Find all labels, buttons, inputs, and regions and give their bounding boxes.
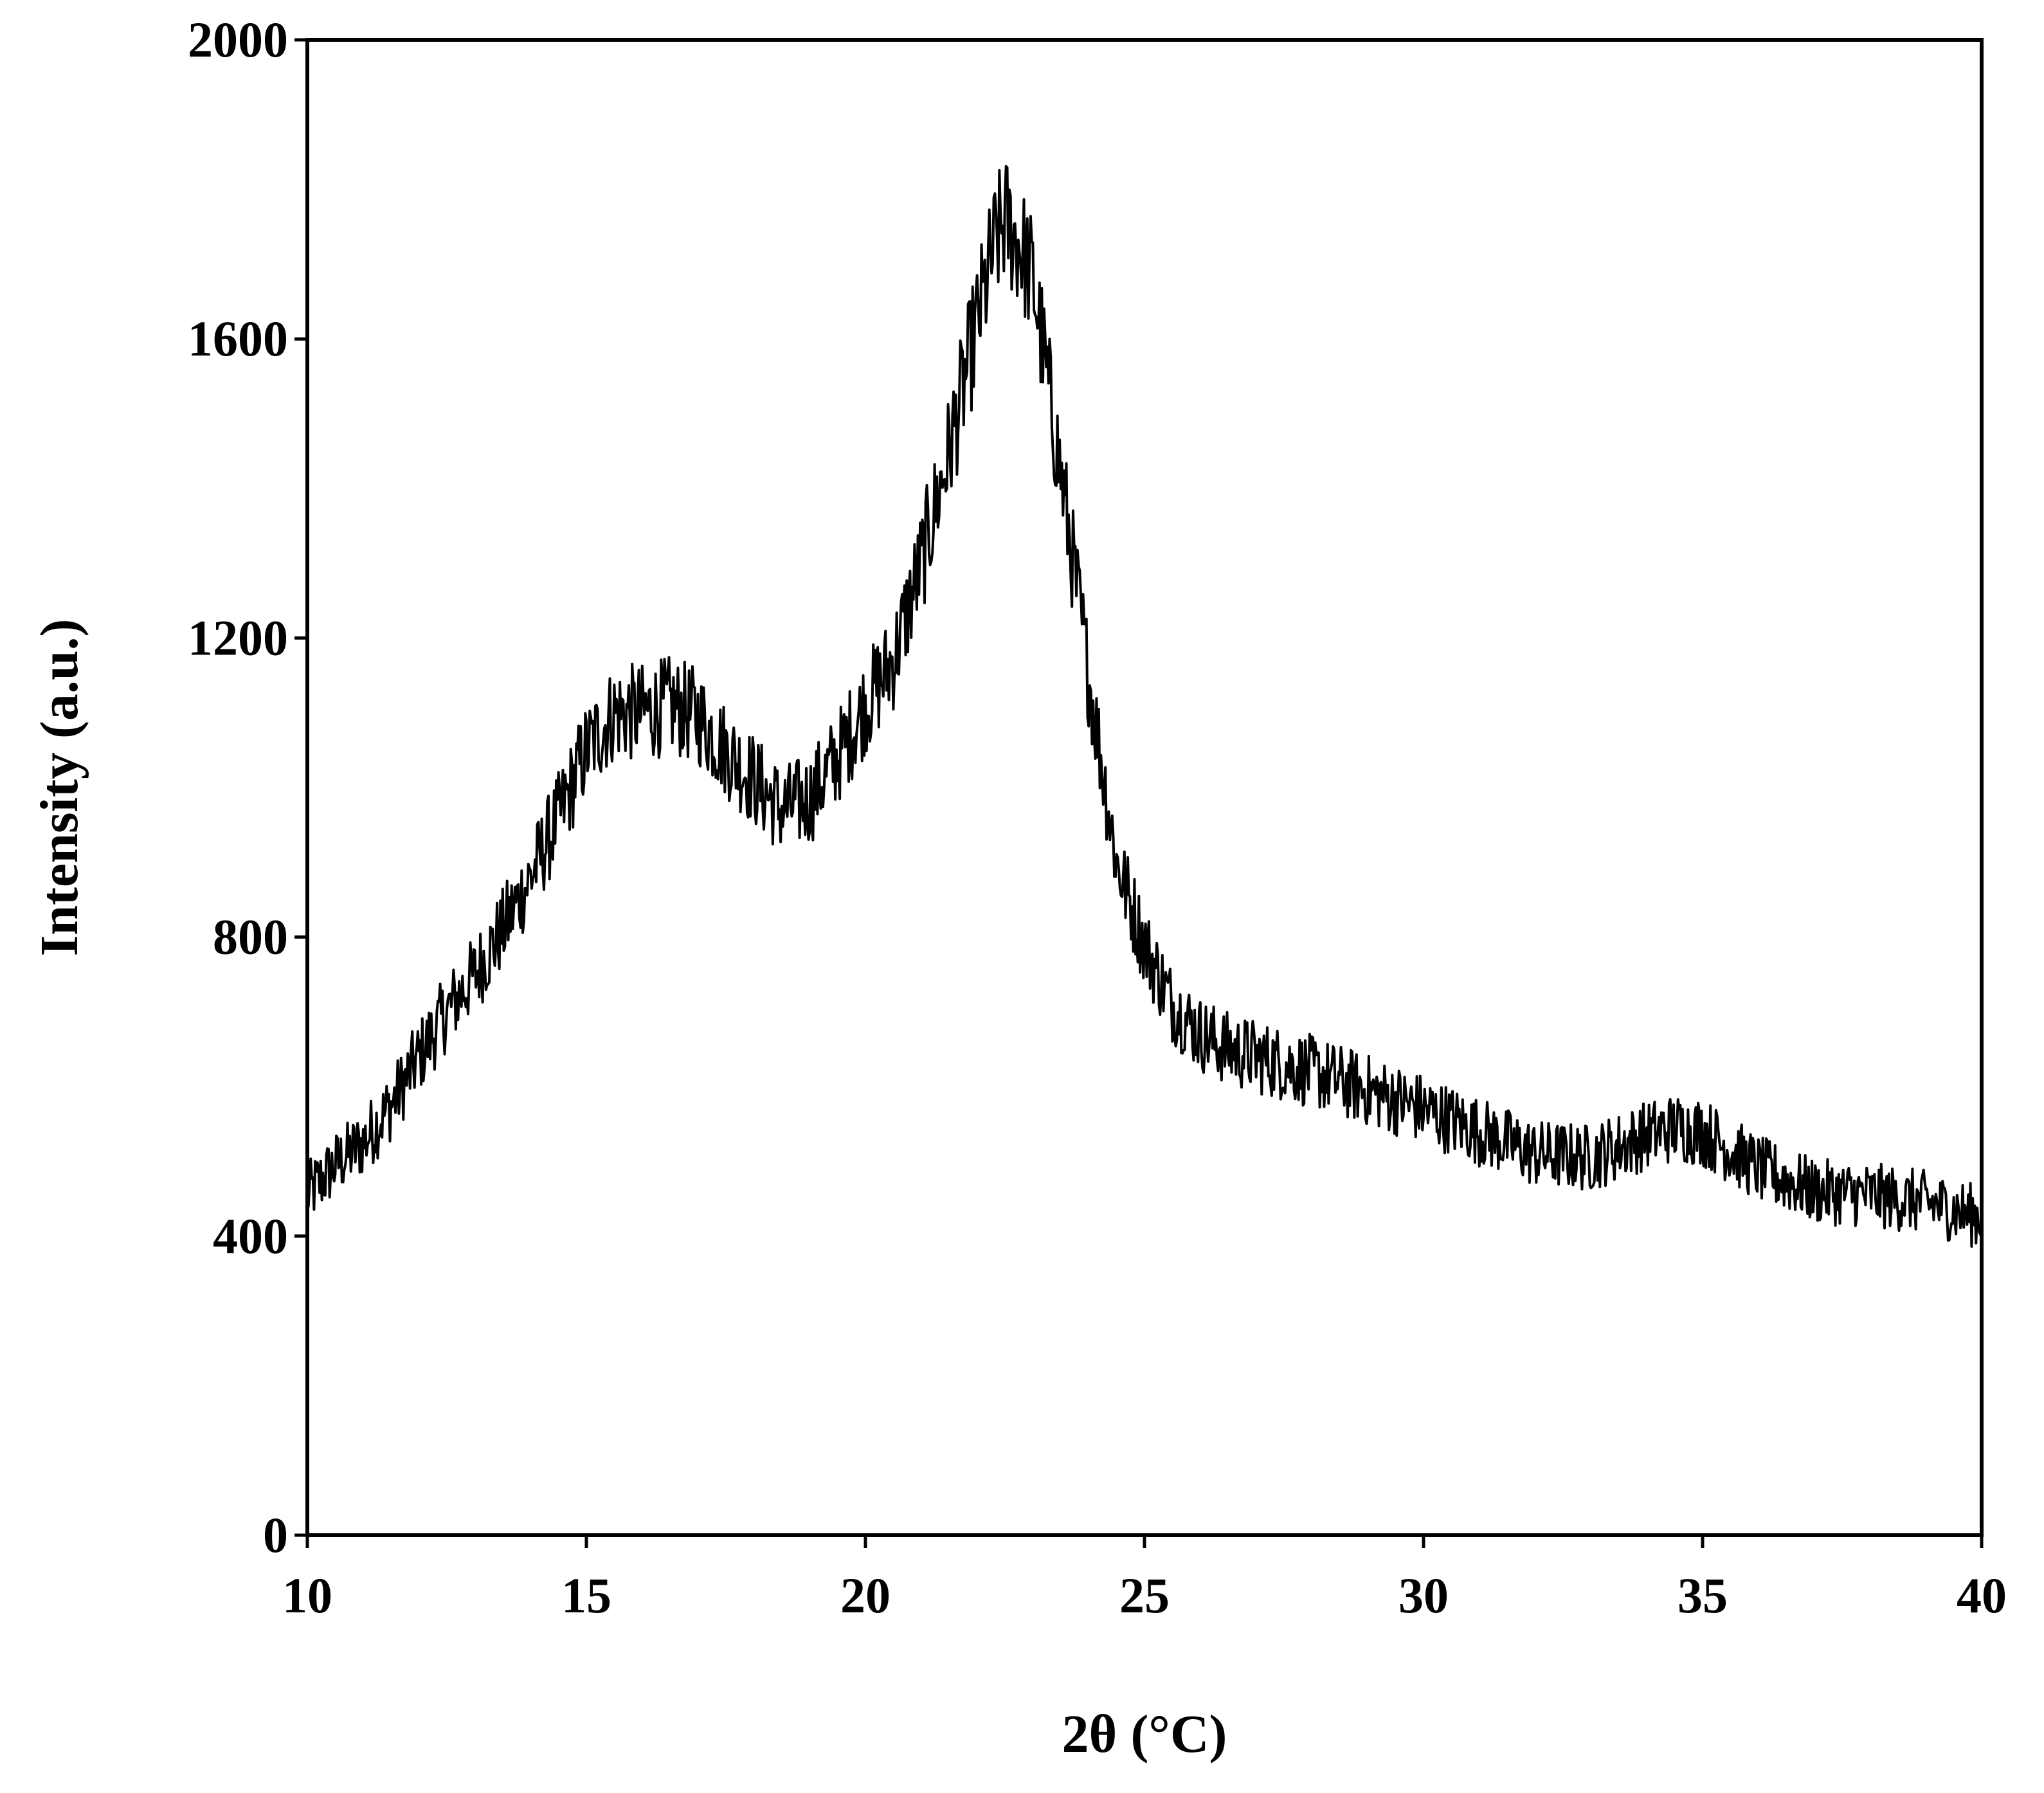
y-axis: 0 400 800 1200 1600 2000 — [188, 12, 307, 1563]
x-tick-label: 20 — [840, 1567, 891, 1623]
x-tick-label: 15 — [561, 1567, 611, 1623]
x-tick-label: 40 — [1957, 1567, 2007, 1623]
y-tick-label: 800 — [213, 909, 288, 965]
x-tick-label: 10 — [282, 1567, 332, 1623]
x-tick-label: 30 — [1398, 1567, 1449, 1623]
x-tick-label: 25 — [1119, 1567, 1170, 1623]
y-tick-label: 0 — [263, 1507, 288, 1563]
y-tick-label: 2000 — [188, 12, 288, 68]
y-axis-title: Intensity (a.u.) — [30, 618, 89, 956]
series-line — [306, 165, 1983, 1248]
x-axis-title: 2θ (°C) — [1062, 1704, 1227, 1764]
y-tick-label: 1200 — [188, 609, 288, 665]
x-axis: 10 15 20 25 30 35 40 — [282, 1535, 2007, 1623]
y-tick-label: 400 — [213, 1208, 288, 1264]
y-tick-label: 1600 — [188, 311, 288, 366]
x-tick-label: 35 — [1678, 1567, 1728, 1623]
